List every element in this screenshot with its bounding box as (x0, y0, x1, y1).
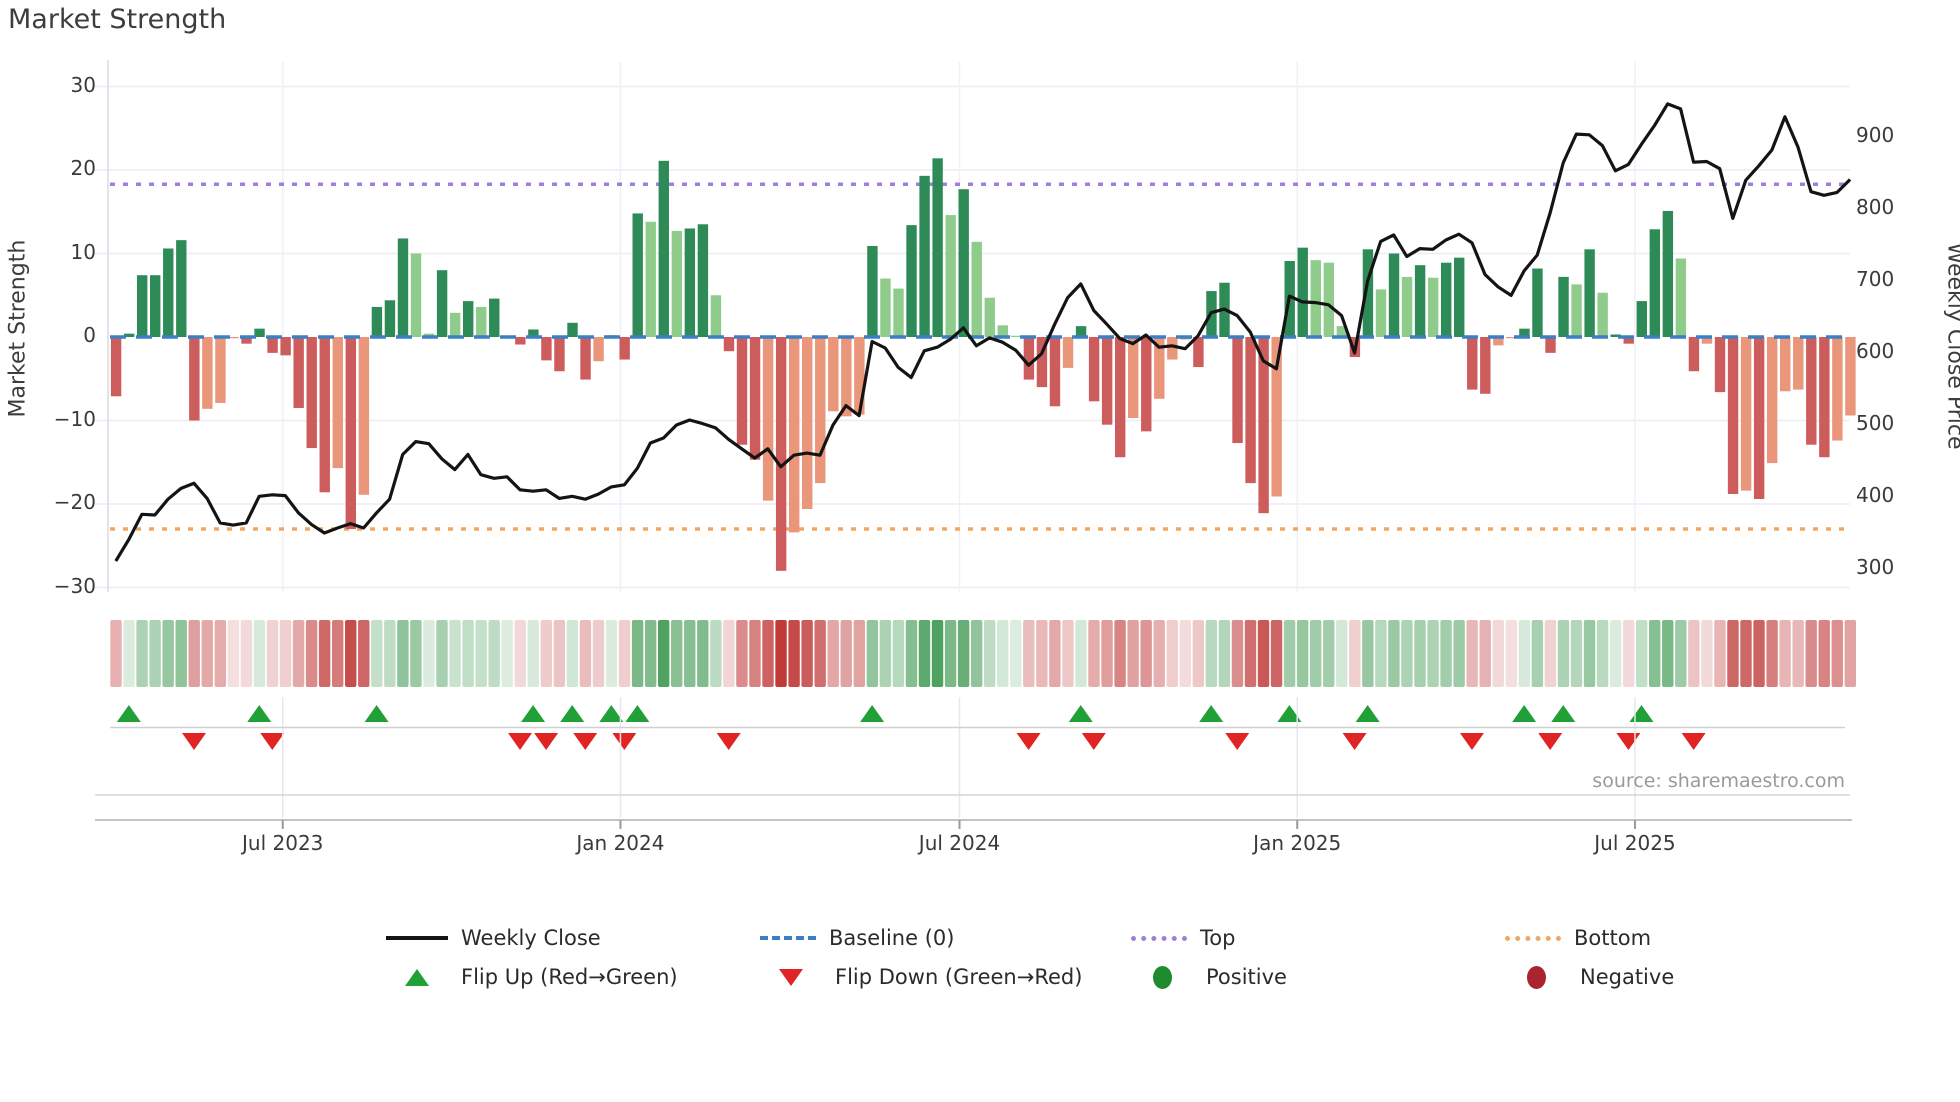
legend-label: Baseline (0) (829, 926, 955, 950)
y-right-tick: 300 (1856, 555, 1895, 579)
legend-label: Flip Down (Green→Red) (835, 965, 1083, 989)
legend-flip-up: Flip Up (Red→Green) (386, 962, 678, 992)
baseline-dash-swatch (760, 936, 816, 940)
top-dotted-swatch (1131, 935, 1187, 941)
y-right-tick: 900 (1856, 123, 1895, 147)
flip-down-icon (779, 968, 803, 986)
y-left-tick: 0 (83, 323, 96, 347)
weekly-close-line-swatch (386, 936, 448, 940)
flip-down-markers (182, 733, 1706, 750)
y-right-tick: 800 (1856, 195, 1895, 219)
y-left-tick: −10 (53, 406, 96, 431)
legend-weekly-close: Weekly Close (386, 923, 601, 953)
weekly-close-line (114, 102, 1852, 562)
y-left-tick: 20 (70, 156, 96, 180)
y-right-tick: 600 (1856, 339, 1895, 363)
y-left-tick: −30 (53, 573, 96, 598)
negative-dot-icon (1526, 965, 1546, 989)
positive-dot-icon (1152, 965, 1172, 989)
flip-up-icon (405, 968, 429, 986)
legend-negative: Negative (1505, 962, 1674, 992)
legend-label: Top (1200, 926, 1236, 950)
y-left-tick: 30 (70, 72, 96, 97)
legend-label: Positive (1206, 965, 1287, 989)
flip-up-markers (116, 705, 1654, 722)
legend-label: Weekly Close (461, 926, 601, 950)
strength-heatmap (110, 620, 1857, 687)
y-left-tick: 10 (70, 239, 96, 264)
y-left-tick: −20 (53, 490, 96, 514)
strength-bars (110, 158, 1856, 571)
y-right-tick: 400 (1856, 483, 1895, 507)
x-tick: Jul 2024 (918, 831, 1001, 855)
legend-flip-down: Flip Down (Green→Red) (760, 962, 1082, 992)
legend-positive: Positive (1131, 962, 1287, 992)
x-axis (95, 697, 1852, 829)
bottom-dotted-swatch (1505, 935, 1561, 941)
x-tick: Jul 2025 (1594, 831, 1676, 855)
y-right-tick: 500 (1856, 411, 1895, 435)
source-credit: source: sharemaestro.com (1592, 770, 1845, 792)
y-right-tick: 700 (1856, 267, 1895, 291)
legend-label: Bottom (1574, 926, 1652, 950)
legend-bottom: Bottom (1505, 923, 1651, 953)
legend-baseline: Baseline (0) (760, 923, 954, 953)
x-tick: Jul 2023 (242, 831, 324, 855)
page-title: Market Strength (8, 4, 227, 35)
legend-top: Top (1131, 923, 1235, 953)
legend-label: Flip Up (Red→Green) (461, 965, 678, 989)
x-tick: Jan 2024 (576, 831, 665, 855)
legend-label: Negative (1580, 965, 1675, 989)
x-tick: Jan 2025 (1253, 831, 1342, 855)
